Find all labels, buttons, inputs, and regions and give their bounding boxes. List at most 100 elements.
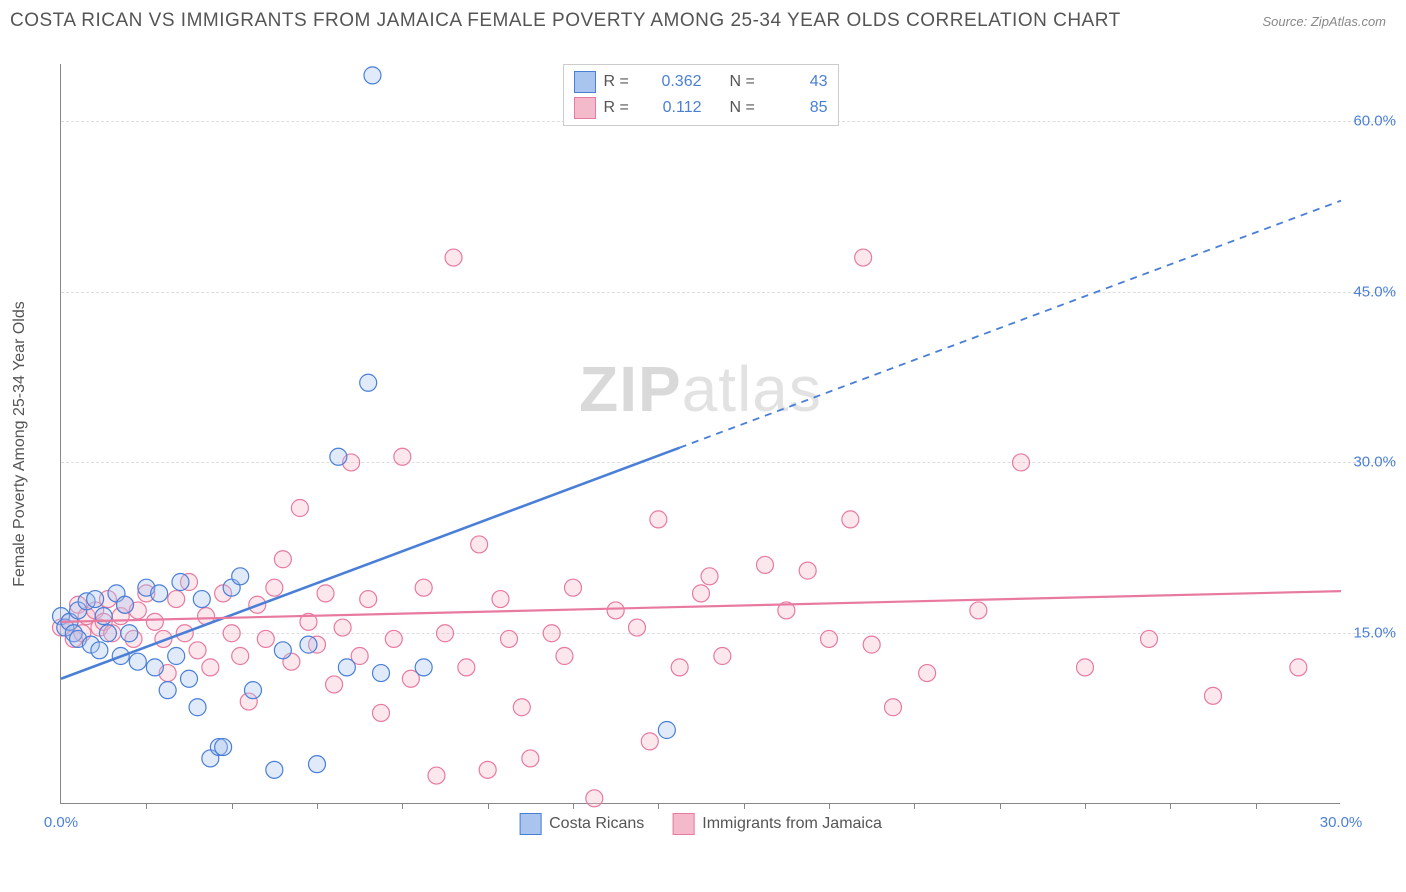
scatter-point <box>1205 687 1222 704</box>
scatter-point <box>714 648 731 665</box>
scatter-point <box>855 249 872 266</box>
scatter-point <box>223 625 240 642</box>
scatter-point <box>565 579 582 596</box>
y-tick-label: 15.0% <box>1353 625 1396 642</box>
legend-label: Costa Ricans <box>549 815 644 833</box>
x-minor-tick <box>1000 803 1001 809</box>
scatter-point <box>117 596 134 613</box>
correlation-legend: R = 0.362 N = 43 R = 0.112 N = 85 <box>563 64 839 126</box>
scatter-point <box>317 585 334 602</box>
series-legend: Costa Ricans Immigrants from Jamaica <box>519 813 882 835</box>
scatter-point <box>360 374 377 391</box>
scatter-point <box>257 630 274 647</box>
scatter-point <box>513 699 530 716</box>
y-tick-label: 30.0% <box>1353 454 1396 471</box>
scatter-point <box>232 568 249 585</box>
n-value-2: 85 <box>772 99 828 117</box>
scatter-point <box>326 676 343 693</box>
trend-line-solid <box>61 448 680 679</box>
scatter-point <box>146 659 163 676</box>
scatter-point <box>641 733 658 750</box>
scatter-point <box>330 448 347 465</box>
n-value-1: 43 <box>772 73 828 91</box>
scatter-point <box>274 551 291 568</box>
scatter-point <box>479 761 496 778</box>
scatter-point <box>266 761 283 778</box>
scatter-point <box>189 642 206 659</box>
y-tick-label: 45.0% <box>1353 283 1396 300</box>
scatter-point <box>360 591 377 608</box>
x-minor-tick <box>658 803 659 809</box>
scatter-point <box>87 591 104 608</box>
chart-container: Female Poverty Among 25-34 Year Olds R =… <box>48 44 1396 844</box>
scatter-point <box>842 511 859 528</box>
scatter-point <box>215 739 232 756</box>
scatter-point <box>501 630 518 647</box>
scatter-point <box>151 585 168 602</box>
x-tick-label: 30.0% <box>1320 814 1363 831</box>
scatter-point <box>159 682 176 699</box>
x-minor-tick <box>146 803 147 809</box>
scatter-point <box>650 511 667 528</box>
scatter-point <box>701 568 718 585</box>
scatter-point <box>543 625 560 642</box>
scatter-point <box>556 648 573 665</box>
legend-item: Immigrants from Jamaica <box>672 813 882 835</box>
scatter-point <box>1290 659 1307 676</box>
x-minor-tick <box>914 803 915 809</box>
x-minor-tick <box>744 803 745 809</box>
scatter-point <box>445 249 462 266</box>
x-minor-tick <box>1085 803 1086 809</box>
scatter-point <box>309 756 326 773</box>
scatter-point <box>428 767 445 784</box>
swatch-series-2 <box>574 97 596 119</box>
scatter-point <box>300 636 317 653</box>
swatch-series-2 <box>672 813 694 835</box>
x-minor-tick <box>488 803 489 809</box>
scatter-point <box>1141 630 1158 647</box>
scatter-point <box>522 750 539 767</box>
x-minor-tick <box>1170 803 1171 809</box>
correlation-legend-row: R = 0.362 N = 43 <box>570 69 832 95</box>
scatter-point <box>458 659 475 676</box>
r-value-1: 0.362 <box>646 73 702 91</box>
plot-area: R = 0.362 N = 43 R = 0.112 N = 85 ZIPatl… <box>60 64 1340 804</box>
x-minor-tick <box>317 803 318 809</box>
scatter-point <box>471 536 488 553</box>
scatter-point <box>172 574 189 591</box>
scatter-point <box>91 642 108 659</box>
x-minor-tick <box>829 803 830 809</box>
scatter-point <box>919 665 936 682</box>
x-minor-tick <box>232 803 233 809</box>
scatter-point <box>373 704 390 721</box>
scatter-point <box>1077 659 1094 676</box>
scatter-point <box>693 585 710 602</box>
scatter-point <box>492 591 509 608</box>
scatter-point <box>334 619 351 636</box>
scatter-point <box>658 722 675 739</box>
scatter-point <box>373 665 390 682</box>
scatter-point <box>629 619 646 636</box>
scatter-point <box>671 659 688 676</box>
scatter-point <box>245 682 262 699</box>
scatter-point <box>415 579 432 596</box>
scatter-point <box>121 625 138 642</box>
scatter-point <box>99 625 116 642</box>
x-minor-tick <box>402 803 403 809</box>
legend-item: Costa Ricans <box>519 813 644 835</box>
scatter-point <box>202 659 219 676</box>
y-axis-label: Female Poverty Among 25-34 Year Olds <box>11 301 29 587</box>
scatter-point <box>338 659 355 676</box>
swatch-series-1 <box>519 813 541 835</box>
correlation-legend-row: R = 0.112 N = 85 <box>570 95 832 121</box>
scatter-point <box>385 630 402 647</box>
scatter-point <box>364 67 381 84</box>
r-value-2: 0.112 <box>646 99 702 117</box>
x-tick-label: 0.0% <box>44 814 78 831</box>
scatter-point <box>146 613 163 630</box>
swatch-series-1 <box>574 71 596 93</box>
chart-header: COSTA RICAN VS IMMIGRANTS FROM JAMAICA F… <box>0 0 1406 38</box>
scatter-point <box>168 648 185 665</box>
scatter-point <box>232 648 249 665</box>
plot-svg <box>61 64 1340 803</box>
